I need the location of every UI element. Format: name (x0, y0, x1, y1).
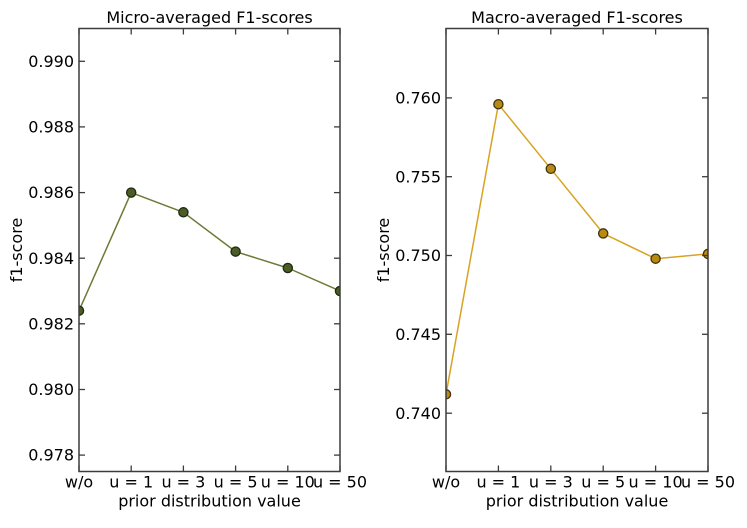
y-tick-label: 0.980 (28, 380, 74, 399)
x-tick-label: u = 1 (476, 473, 520, 492)
y-tick-label: 0.988 (28, 118, 74, 137)
y-tick-label: 0.760 (395, 89, 441, 108)
data-point (178, 207, 189, 218)
series-line (79, 191, 340, 312)
y-tick-label: 0.982 (28, 314, 74, 333)
data-point (446, 389, 452, 400)
x-tick-label: u = 50 (681, 473, 735, 492)
y-tick-label: 0.984 (28, 249, 74, 268)
x-tick-label: w/o (432, 473, 460, 492)
x-tick-label: u = 3 (161, 473, 205, 492)
x-tick-label: u = 5 (214, 473, 258, 492)
x-axis-label-micro: prior distribution value (118, 492, 301, 511)
y-tick-label: 0.745 (395, 325, 441, 344)
chart-title-macro: Macro-averaged F1-scores (471, 8, 683, 27)
series-macro-averaged-f1 (446, 98, 708, 400)
plots-layer: 0.978 0.980 0.982 0.984 0.986 0.988 0.990 w/o u … (28, 27, 735, 492)
x-tick-label: u = 10 (261, 473, 315, 492)
y-axis-label-micro: f1-score (7, 218, 26, 283)
chart-micro-averaged-f1: 0.978 0.980 0.982 0.984 0.986 0.988 0.990 w/o u … (28, 27, 367, 492)
data-point (493, 98, 504, 110)
data-point (282, 262, 294, 274)
y-axis-label-macro: f1-score (374, 218, 393, 283)
y-tick-label: 0.740 (395, 404, 441, 423)
plot-area-border (445, 27, 709, 473)
y-tick-label: 0.986 (28, 183, 74, 202)
y-tick-label: 0.990 (28, 52, 74, 71)
chart-title-micro: Micro-averaged F1-scores (106, 8, 312, 27)
data-point (597, 228, 609, 239)
y-tick-label: 0.978 (28, 446, 74, 465)
data-point (230, 246, 241, 257)
data-point (650, 253, 661, 264)
plot-area-border (78, 27, 341, 473)
data-point (545, 163, 557, 175)
y-tick-label: 0.750 (395, 246, 441, 265)
x-tick-label: u = 1 (109, 473, 153, 492)
x-tick-label: u = 50 (313, 473, 367, 492)
series-micro-averaged-f1 (79, 187, 340, 316)
x-tick-label: u = 5 (581, 473, 625, 492)
y-tick-label: 0.755 (395, 167, 441, 186)
x-tick-label: w/o (65, 473, 93, 492)
data-point (702, 248, 708, 260)
x-tick-label: u = 3 (529, 473, 573, 492)
series-line (446, 103, 708, 395)
chart-macro-averaged-f1: 0.740 0.745 0.750 0.755 0.760 w/o u = 1 u = 3 u … (395, 27, 735, 492)
data-point (125, 187, 137, 198)
x-axis-label-macro: prior distribution value (486, 492, 669, 511)
x-tick-label: u = 10 (629, 473, 683, 492)
